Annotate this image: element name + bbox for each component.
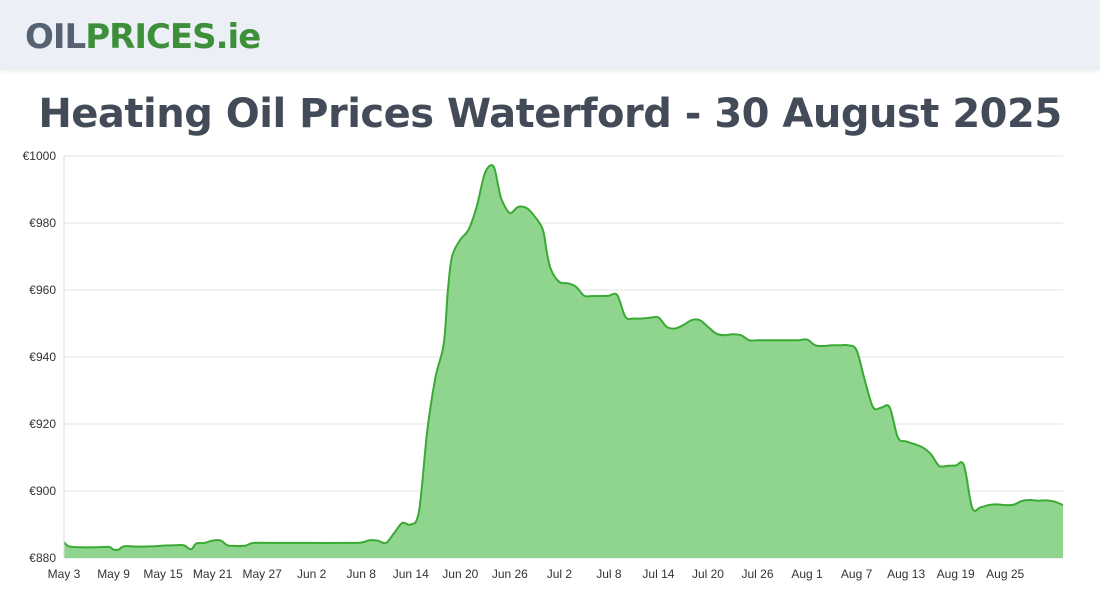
x-tick-label: Jun 8 <box>347 567 377 581</box>
page-title: Heating Oil Prices Waterford - 30 August… <box>38 91 1062 137</box>
logo-domain-text: .ie <box>215 17 262 57</box>
x-tick-label: May 9 <box>97 567 130 581</box>
y-tick-label: €960 <box>29 283 56 297</box>
x-tick-label: May 21 <box>193 567 233 581</box>
logo-oil-text: OIL <box>25 17 86 57</box>
y-tick-label: €920 <box>29 417 56 431</box>
x-tick-label: Jun 20 <box>442 567 478 581</box>
x-tick-label: Aug 7 <box>841 567 873 581</box>
y-tick-label: €880 <box>29 551 56 565</box>
site-logo[interactable]: OILPRICES.ie <box>25 15 262 59</box>
x-tick-label: Aug 25 <box>986 567 1024 581</box>
x-axis-ticks: May 3 May 9 May 15 May 21 May 27 Jun 2 Jun 8 Ju… <box>48 567 1025 581</box>
logo-prices-text: PRICES <box>85 17 216 57</box>
y-tick-label: €980 <box>29 216 56 230</box>
y-tick-label: €940 <box>29 350 56 364</box>
x-tick-label: Aug 13 <box>887 567 925 581</box>
x-tick-label: May 15 <box>143 567 183 581</box>
price-area-fill <box>64 165 1063 558</box>
y-tick-label: €900 <box>29 484 56 498</box>
x-tick-label: Jul 20 <box>692 567 724 581</box>
x-tick-label: Jun 2 <box>297 567 327 581</box>
x-tick-label: Jul 2 <box>547 567 573 581</box>
price-chart: €1000 €980 €960 €940 €920 €900 €880 May 3 May 9… <box>23 149 1064 581</box>
x-tick-label: Aug 1 <box>791 567 823 581</box>
x-tick-label: Jul 14 <box>642 567 674 581</box>
x-tick-label: May 3 <box>48 567 81 581</box>
price-line <box>63 164 1064 552</box>
x-tick-label: Jul 26 <box>742 567 774 581</box>
x-tick-label: May 27 <box>242 567 282 581</box>
y-tick-label: €1000 <box>23 149 57 163</box>
x-tick-label: Jun 26 <box>492 567 528 581</box>
x-tick-label: Jun 14 <box>393 567 429 581</box>
site-header: OILPRICES.ie <box>0 0 1100 70</box>
x-tick-label: Jul 8 <box>596 567 622 581</box>
x-tick-label: Aug 19 <box>937 567 975 581</box>
y-axis-ticks: €1000 €980 €960 €940 €920 €900 €880 <box>23 149 57 565</box>
